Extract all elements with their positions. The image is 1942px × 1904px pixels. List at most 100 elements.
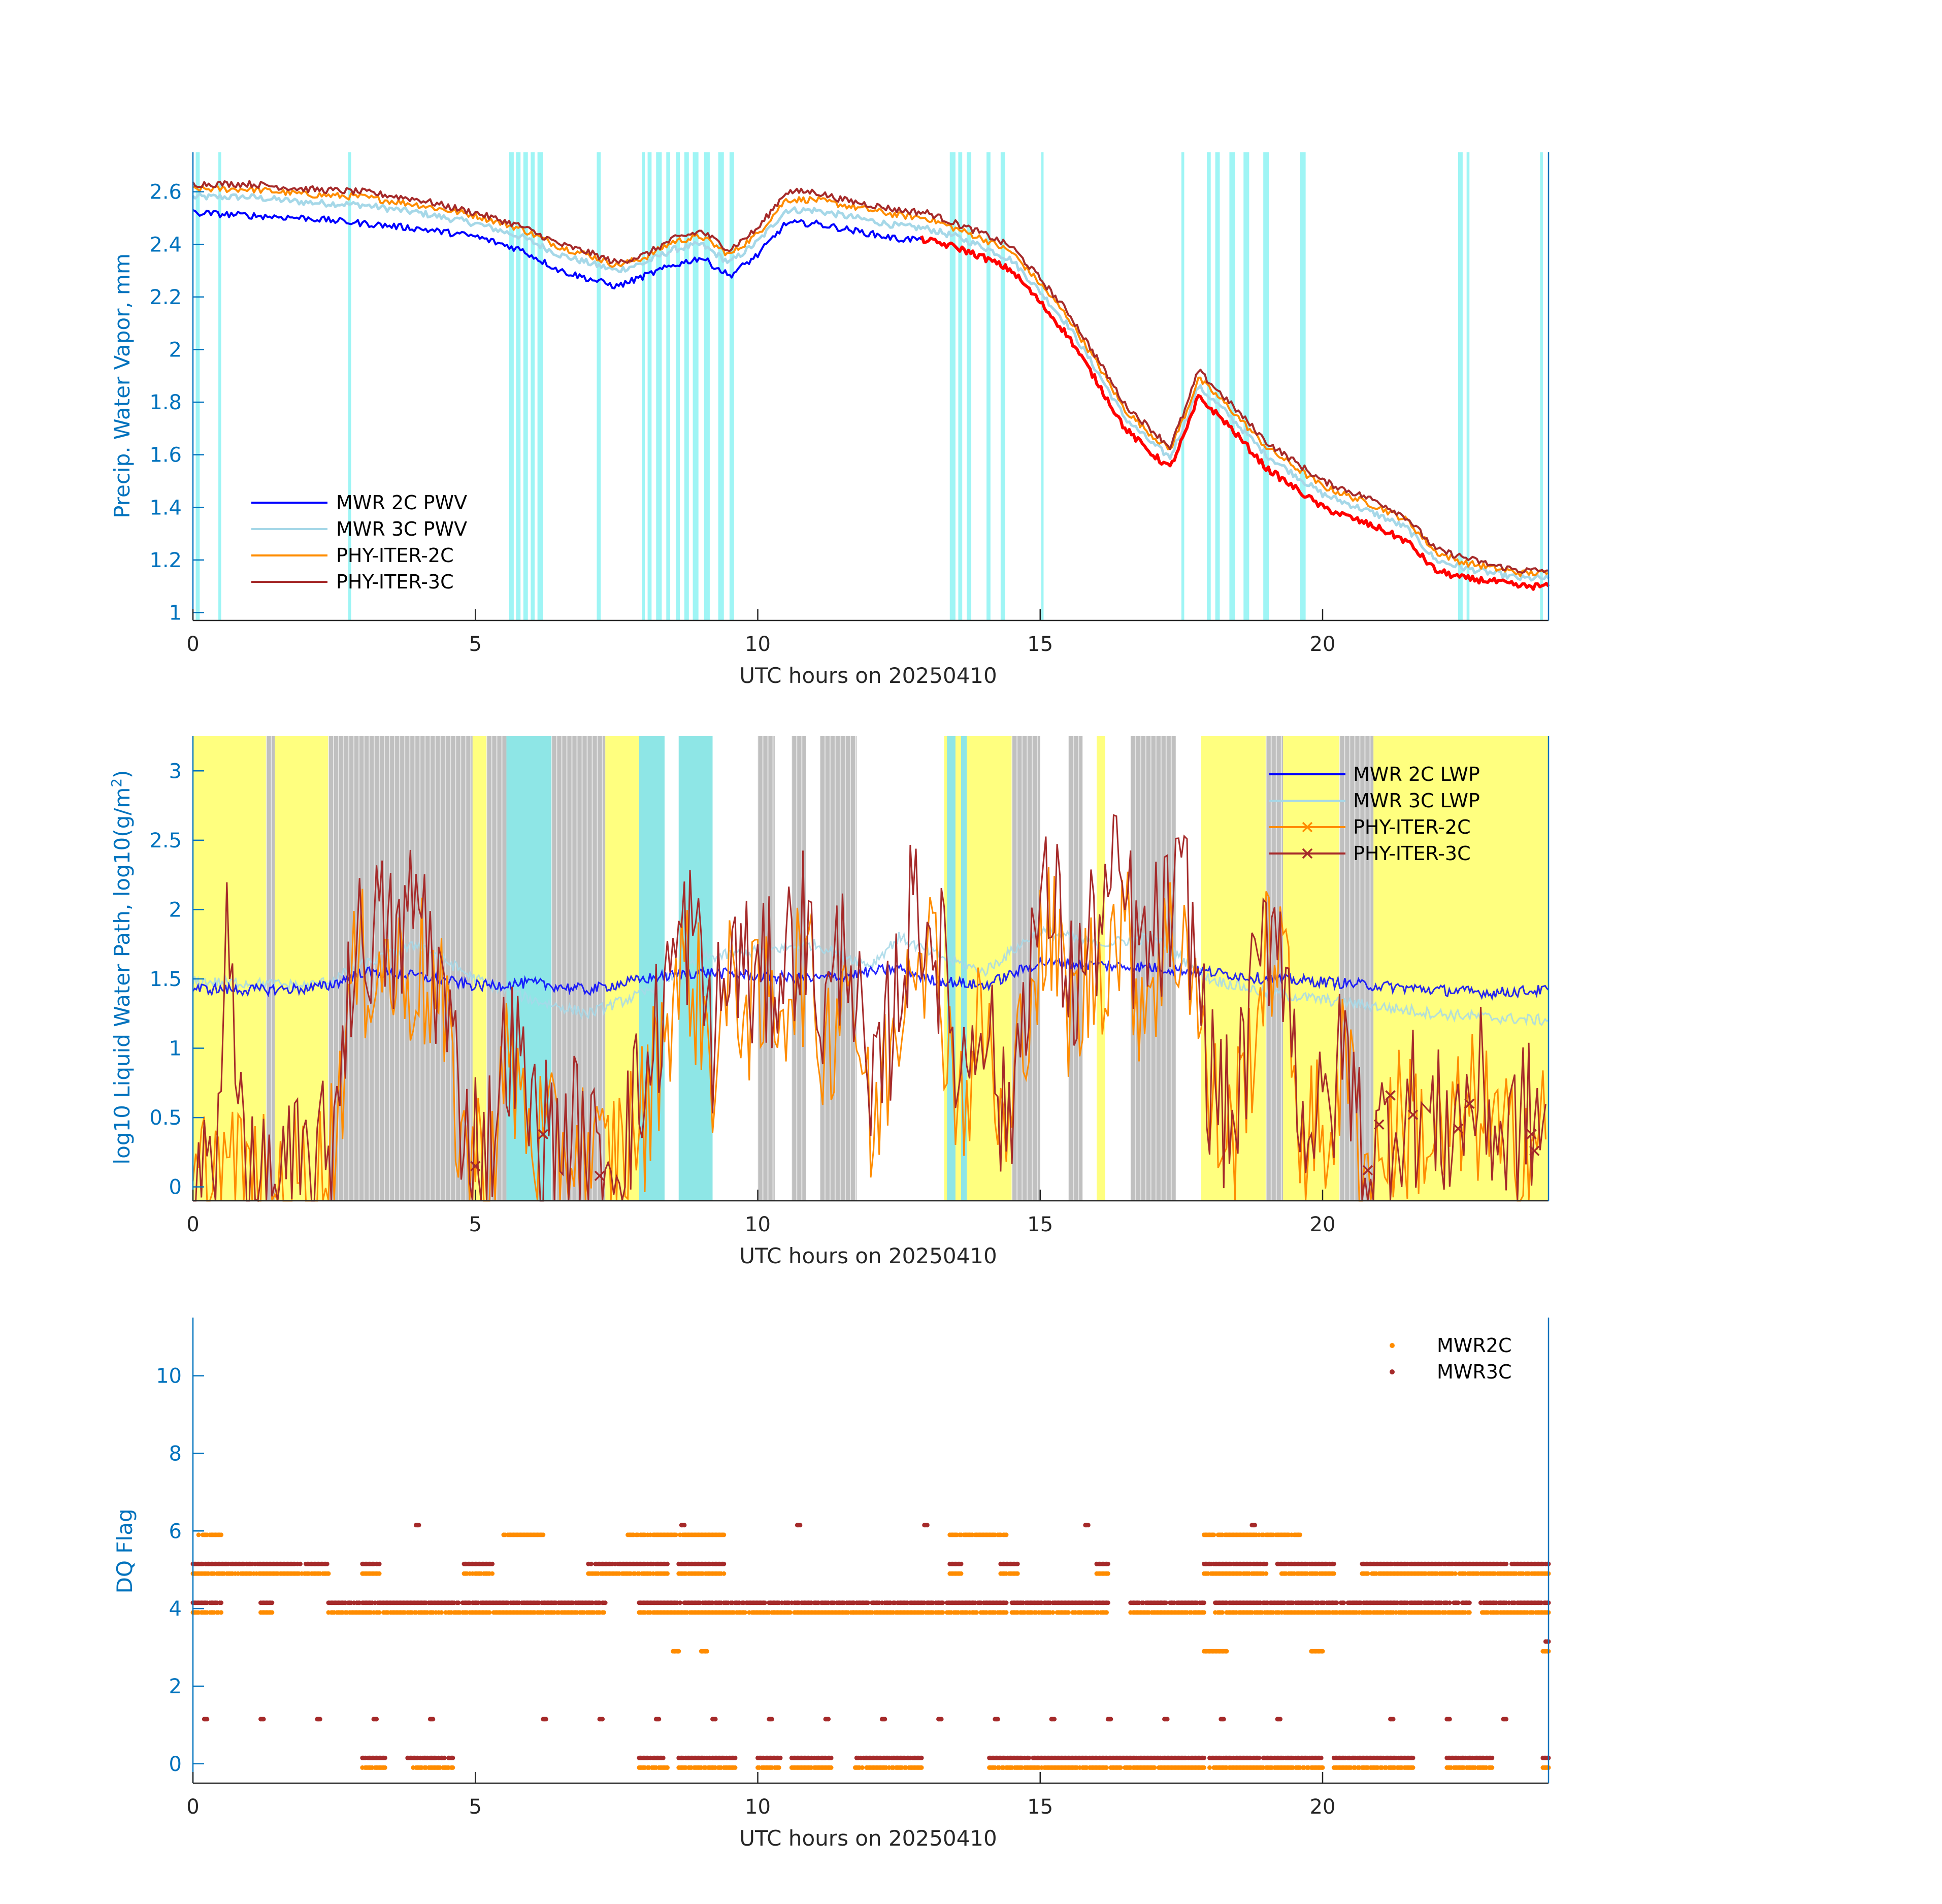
pwv-legend-label: PHY-ITER-3C: [336, 571, 454, 593]
dq-flag-point: [939, 1717, 944, 1722]
lwp-x-ticks: 0 5 10 15 20: [186, 1190, 1335, 1236]
dq-flag-point: [925, 1523, 930, 1528]
lwp-legend-label: PHY-ITER-2C: [1353, 816, 1471, 838]
pwv-cloud-band: [967, 152, 972, 620]
lwp-marker: [1526, 1129, 1537, 1140]
pwv-cloud-band: [684, 152, 689, 620]
dq-flag-point: [588, 1561, 594, 1566]
dq-flag-point: [974, 1610, 979, 1615]
dq-flag-point: [1331, 1571, 1336, 1576]
dq-flag-point: [1004, 1610, 1009, 1615]
lwp-marker: [1464, 1098, 1475, 1109]
dq-flag-point: [733, 1755, 738, 1760]
dq-flag-point: [374, 1717, 379, 1722]
dq-flag-point: [270, 1610, 275, 1615]
dq-flag-point: [456, 1600, 461, 1605]
lwp-legend-label: MWR 2C LWP: [1353, 763, 1480, 785]
dq-flag-point: [1066, 1610, 1071, 1615]
pwv-cloud-band: [718, 152, 724, 620]
dq-flag-point: [959, 1561, 964, 1566]
dq-flag-point: [1453, 1571, 1458, 1576]
dq-flag-point: [1052, 1717, 1057, 1722]
dq-flag-point: [450, 1755, 455, 1760]
lwp-legend-label: MWR 3C LWP: [1353, 790, 1480, 812]
dq-x-tick-label: 0: [186, 1795, 199, 1819]
dq-flag-point: [601, 1610, 606, 1615]
lwp-legend: MWR 2C LWP MWR 3C LWP PHY-ITER-2C PHY-ITER-…: [1269, 763, 1480, 865]
dq-flag-point: [882, 1717, 887, 1722]
dq-legend: MWR2C MWR3C: [1390, 1334, 1511, 1383]
dq-flag-point: [416, 1523, 421, 1528]
lwp-panel: 0 0.5 1 1.5 2 2.5 3 0 5 10 15 20 UTC hours on 2025…: [108, 736, 1550, 1268]
dq-flag-point: [776, 1765, 781, 1770]
dq-x-tick-label: 20: [1310, 1795, 1336, 1819]
lwp-marker: [1362, 1165, 1373, 1176]
lwp-marker: [1453, 1123, 1464, 1134]
pwv-y-tick-label: 2.4: [149, 233, 182, 256]
pwv-cloud-band: [704, 152, 710, 620]
dq-flag-point: [733, 1765, 738, 1770]
pwv-cloud-band: [531, 152, 535, 620]
dq-flag-point: [769, 1717, 774, 1722]
pwv-x-tick-label: 0: [186, 633, 199, 656]
dq-flag-point: [1163, 1600, 1168, 1605]
pwv-cloud-band: [1540, 152, 1543, 620]
pwv-cloud-band: [729, 152, 734, 620]
pwv-cloud-band: [656, 152, 662, 620]
dq-flag-point: [487, 1610, 492, 1615]
dq-flag-point: [1298, 1532, 1302, 1537]
lwp-series-line: [192, 925, 1549, 1026]
lwp-sky-band: [266, 736, 275, 1201]
lwp-x-tick-label: 10: [745, 1213, 771, 1236]
dq-flag-point: [442, 1755, 447, 1760]
pwv-cloud-band: [642, 152, 645, 620]
lwp-series-line: [193, 814, 1546, 1202]
dq-flag-point: [1257, 1755, 1262, 1760]
dq-flag-point: [1447, 1600, 1452, 1605]
dq-flag-point: [919, 1765, 924, 1770]
lwp-x-tick-label: 15: [1027, 1213, 1053, 1236]
dq-flag-point: [541, 1532, 546, 1537]
dq-flag-point: [1264, 1561, 1269, 1566]
lwp-y-tick-label: 3: [169, 760, 182, 783]
dq-flag-point: [219, 1610, 224, 1615]
dq-flag-point: [603, 1600, 608, 1605]
pwv-cloud-band: [348, 152, 351, 620]
pwv-cloud-band: [537, 152, 543, 620]
pwv-cloud-band: [1000, 152, 1005, 620]
pwv-cloud-band: [509, 152, 514, 620]
pwv-series-line: [192, 180, 1549, 574]
lwp-marker: [538, 1129, 548, 1140]
lwp-sky-band: [1283, 736, 1340, 1201]
dq-flag-point: [1320, 1649, 1325, 1654]
pwv-cloud-band: [1458, 152, 1463, 620]
pwv-cloud-band: [516, 152, 521, 620]
pwv-cloud-band: [666, 152, 671, 620]
dq-flag-point: [1220, 1610, 1225, 1615]
dq-flag-point: [1201, 1610, 1206, 1615]
dq-flag-point: [324, 1561, 330, 1566]
pwv-x-tick-label: 5: [469, 633, 482, 656]
dq-flag-point: [377, 1610, 382, 1615]
dq-flag-point: [382, 1755, 387, 1760]
dq-flag-point: [1201, 1755, 1206, 1760]
pwv-cloud-band: [693, 152, 699, 620]
dq-flag-point: [829, 1755, 834, 1760]
dq-flag-point: [1004, 1600, 1009, 1605]
dq-legend-label: MWR2C: [1437, 1334, 1511, 1357]
lwp-sky-band: [1012, 736, 1040, 1201]
dq-flag-point: [704, 1649, 709, 1654]
dq-flag-point: [1152, 1765, 1157, 1770]
dq-flag-point: [1341, 1600, 1346, 1605]
lwp-sky-band: [678, 736, 713, 1201]
dq-flag-point: [1108, 1717, 1113, 1722]
pwv-cloud-band: [218, 152, 221, 620]
lwp-x-tick-label: 5: [469, 1213, 482, 1236]
dq-flag-point: [788, 1610, 793, 1615]
pwv-y-tick-label: 1: [169, 601, 182, 625]
lwp-marker: [470, 1161, 481, 1171]
pwv-x-axis-label: UTC hours on 20250410: [739, 663, 997, 688]
lwp-y-tick-label: 1: [169, 1037, 182, 1061]
lwp-legend-marker: [1302, 848, 1313, 859]
dq-flag-point: [1490, 1765, 1495, 1770]
